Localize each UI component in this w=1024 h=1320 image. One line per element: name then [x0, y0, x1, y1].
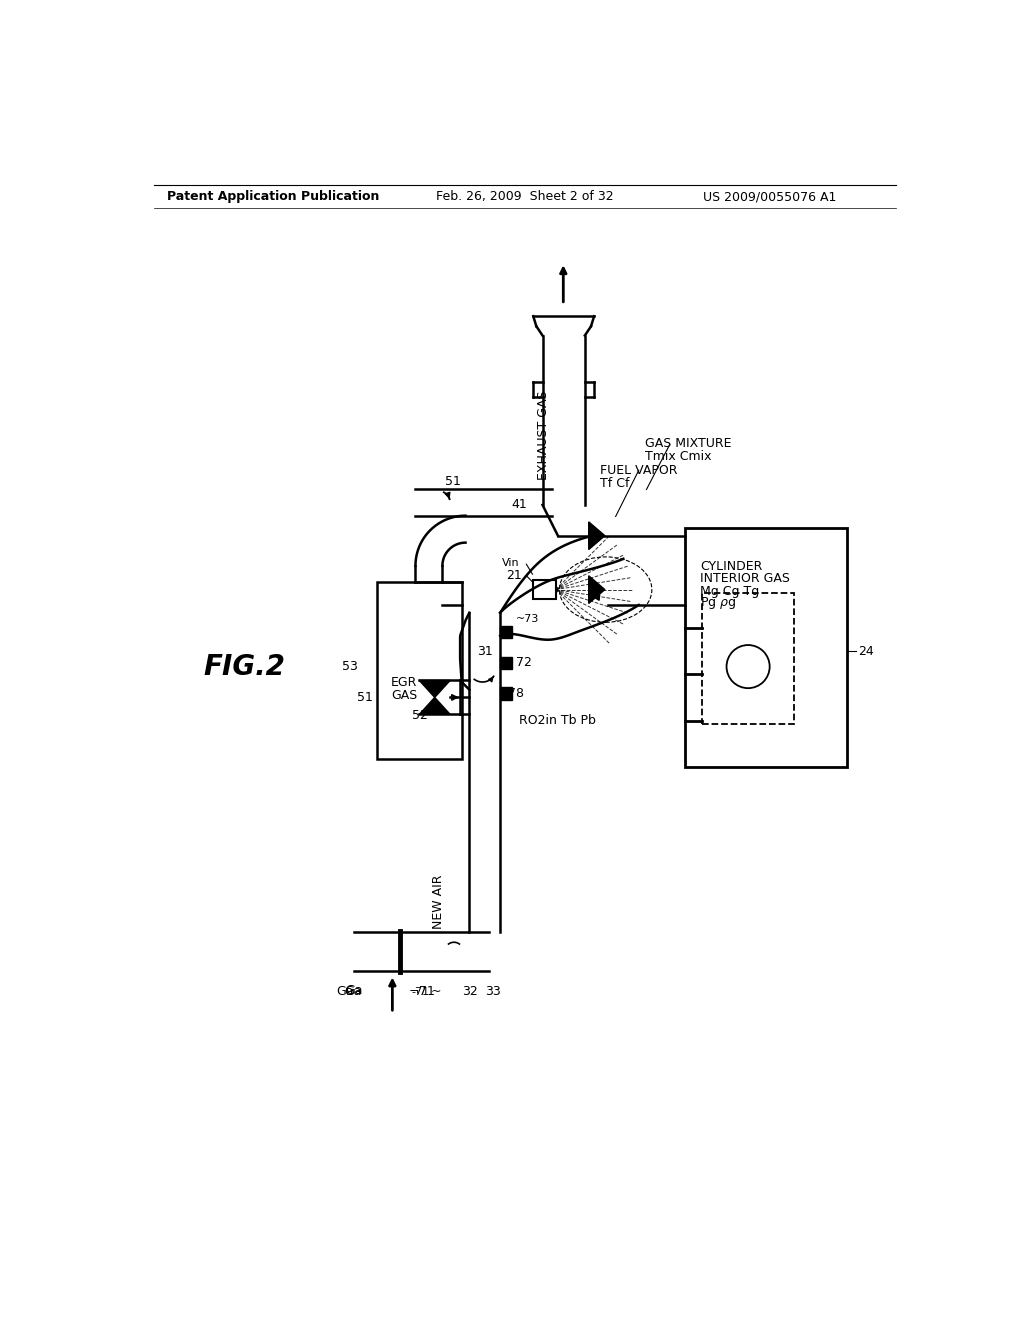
Text: ~: ~ [431, 985, 441, 998]
Text: Ga: Ga [336, 985, 354, 998]
Text: RO2in Tb Pb: RO2in Tb Pb [519, 714, 596, 727]
Bar [532, 579, 556, 599]
Text: -71: -71 [412, 986, 430, 997]
Polygon shape [589, 576, 605, 603]
Text: GAS: GAS [391, 689, 417, 702]
Bar [500, 626, 512, 638]
Text: ~73: ~73 [515, 614, 539, 624]
Text: EGR: EGR [391, 676, 417, 689]
Polygon shape [419, 697, 451, 714]
Text: 33: 33 [484, 985, 501, 998]
Text: 21: 21 [506, 569, 521, 582]
Text: Mg Cg Tg: Mg Cg Tg [700, 585, 760, 598]
Circle shape [727, 645, 770, 688]
Text: $\neg$71: $\neg$71 [408, 985, 435, 998]
Text: 41: 41 [511, 499, 527, 511]
Text: Patent Application Publication: Patent Application Publication [167, 190, 379, 203]
Text: Ga: Ga [344, 985, 361, 998]
Text: Pg $\rho$g: Pg $\rho$g [700, 595, 736, 611]
Text: US 2009/0055076 A1: US 2009/0055076 A1 [702, 190, 837, 203]
Bar [685, 528, 847, 767]
Text: 52: 52 [412, 709, 428, 722]
Text: FIG.2: FIG.2 [204, 652, 286, 681]
Text: Ga: Ga [346, 983, 364, 997]
Text: 51: 51 [444, 475, 461, 488]
Text: 53: 53 [342, 660, 357, 673]
Text: 24: 24 [858, 644, 873, 657]
Text: NEW AIR: NEW AIR [432, 874, 445, 929]
Text: Tf Cf: Tf Cf [600, 477, 630, 490]
Text: GAS MIXTURE: GAS MIXTURE [645, 437, 731, 450]
Text: 32: 32 [462, 985, 477, 998]
Text: Vin: Vin [502, 557, 519, 568]
Text: 51: 51 [357, 690, 373, 704]
Text: 78: 78 [508, 686, 524, 700]
Polygon shape [419, 681, 451, 697]
Text: Feb. 26, 2009  Sheet 2 of 32: Feb. 26, 2009 Sheet 2 of 32 [436, 190, 613, 203]
Text: INTERIOR GAS: INTERIOR GAS [700, 572, 791, 585]
Text: Tmix Cmix: Tmix Cmix [645, 450, 712, 463]
Polygon shape [589, 521, 605, 549]
Bar [377, 582, 462, 759]
Text: FUEL VAPOR: FUEL VAPOR [600, 463, 678, 477]
Text: 72: 72 [515, 656, 531, 669]
Text: 31: 31 [477, 644, 493, 657]
Text: CYLINDER: CYLINDER [700, 560, 763, 573]
Text: EXHAUST GAS: EXHAUST GAS [538, 391, 550, 480]
Bar [701, 594, 795, 725]
Bar [500, 656, 512, 669]
Bar [500, 688, 512, 700]
